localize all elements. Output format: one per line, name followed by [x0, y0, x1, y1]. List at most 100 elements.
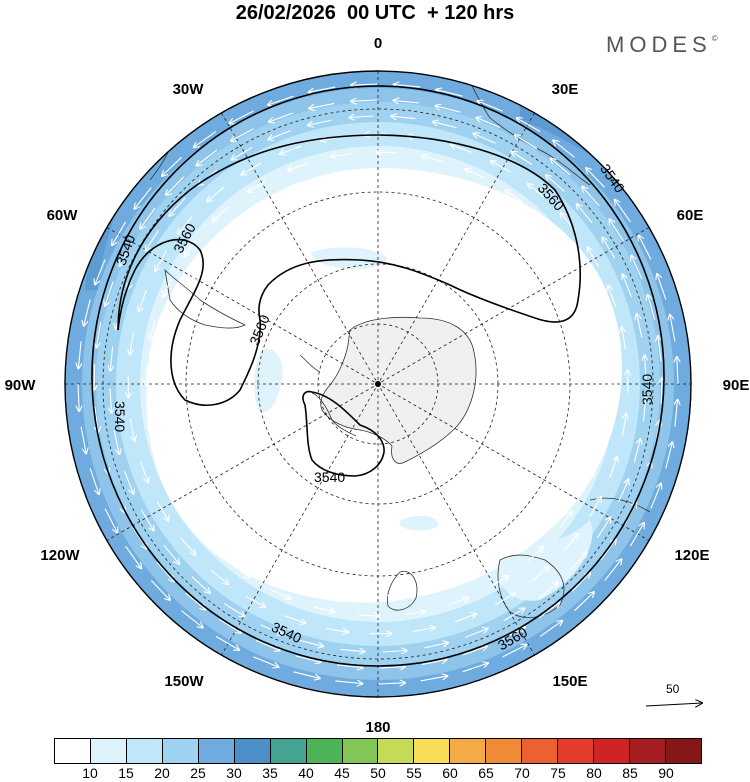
wind-vector-arrow	[502, 645, 527, 658]
wind-vector-arrow	[349, 116, 374, 118]
wind-vector-arrow	[269, 112, 294, 122]
legend-tick-label: 85	[622, 765, 638, 781]
wind-vector-arrow	[404, 611, 425, 614]
wind-vector-arrow	[268, 95, 294, 105]
wind-vector-arrow	[207, 186, 225, 202]
wind-vector-arrow	[675, 400, 678, 427]
contour-3560-upper	[117, 134, 581, 331]
legend-tick-label: 90	[658, 765, 674, 781]
wind-vector-arrow	[166, 176, 185, 195]
wind-vector-arrow	[422, 156, 443, 162]
wind-vector-arrow	[658, 336, 661, 362]
wind-vector-arrow	[146, 364, 147, 386]
legend-swatch	[450, 739, 487, 763]
wind-vector-arrow	[268, 130, 292, 140]
wind-vector-arrow	[181, 610, 203, 628]
wind-vector-arrow	[457, 187, 475, 196]
wind-vector-arrow	[433, 122, 457, 129]
contour-3560-west	[117, 238, 261, 406]
lon-label-90e: 90E	[723, 377, 750, 394]
wind-vector-arrow	[631, 256, 643, 280]
wind-vector-arrow	[583, 471, 593, 491]
legend-tick-label: 15	[118, 765, 134, 781]
legend-tick-label: 10	[82, 765, 98, 781]
wind-vector-arrow	[232, 146, 253, 159]
legend-swatch	[270, 739, 307, 763]
wind-vector-arrow	[608, 286, 617, 308]
contour-label: 3540	[314, 469, 345, 485]
wind-vector-arrow	[589, 497, 601, 517]
wind-vector-arrow	[162, 156, 182, 176]
wind-vector-arrow	[124, 470, 134, 493]
wind-vector-arrow	[648, 295, 656, 320]
wind-vector-arrow	[541, 219, 556, 235]
wind-vector-arrow	[351, 84, 379, 85]
wind-vector-arrow	[280, 145, 302, 154]
wind-vector-arrow	[609, 219, 624, 242]
contour-3540-inner	[302, 390, 385, 477]
legend-swatch	[630, 739, 666, 763]
wind-vector-arrow	[89, 468, 99, 495]
contour-label: 3540	[639, 374, 655, 405]
wind-vector-arrow	[80, 426, 86, 454]
legend-swatch	[414, 739, 451, 763]
legend-swatch	[522, 739, 559, 763]
wind-vector-arrow	[643, 397, 645, 422]
wind-vector-arrow	[539, 621, 562, 637]
wind-vector-arrow	[335, 681, 362, 684]
legend-tick-label: 45	[334, 765, 350, 781]
wind-vector-arrow	[239, 543, 254, 556]
wind-vector-arrow	[112, 221, 127, 245]
legend-swatch	[234, 739, 271, 763]
wind-vector-arrow	[95, 406, 98, 432]
wind-vector-arrow	[140, 207, 156, 229]
south-america	[164, 268, 246, 329]
wind-vector-arrow	[502, 627, 525, 640]
wind-vector-arrow	[204, 506, 217, 522]
wind-vector-arrow	[506, 190, 523, 203]
wind-vector-arrow	[577, 204, 593, 224]
wind-vector-arrow	[245, 595, 265, 607]
wind-vector-arrow	[135, 187, 152, 209]
wind-vector-arrow	[520, 528, 535, 542]
wind-vector-arrow	[84, 299, 91, 326]
wind-vector-arrow	[478, 561, 495, 571]
lon-label-0: 0	[374, 35, 382, 52]
wind-vector-arrow	[503, 608, 525, 622]
wind-vector-arrow	[476, 118, 501, 129]
wind-vector-arrow	[150, 319, 156, 340]
wind-vector-arrow	[586, 168, 606, 188]
wind-vector-arrow	[670, 315, 676, 342]
wind-vector-arrow	[645, 355, 647, 380]
wind-vector-arrow	[465, 169, 485, 179]
wind-vector-arrow	[592, 294, 600, 314]
wind-vector-arrow	[531, 567, 549, 582]
wind-vector-arrow	[609, 383, 610, 404]
wind-vector-arrow	[241, 162, 262, 174]
wind-vector-arrow	[110, 346, 112, 371]
wind-vector-arrow	[605, 337, 608, 358]
wind-vector-arrow	[174, 496, 186, 514]
wind-vector-arrow	[589, 388, 590, 407]
wind-vector-arrow	[563, 534, 578, 552]
wind-vector-arrow	[600, 428, 606, 449]
wind-vector-arrow	[248, 180, 266, 192]
wind-vector-arrow	[604, 559, 622, 581]
wind-vector-arrow	[657, 274, 667, 300]
lon-label-150w: 150W	[164, 673, 204, 690]
wind-vector-arrow	[380, 595, 400, 596]
wind-vector-arrow	[185, 592, 206, 609]
lon-label-150e: 150E	[552, 673, 587, 690]
wind-vector-arrow	[587, 247, 600, 268]
legend-tick-label: 55	[406, 765, 422, 781]
wind-vector-arrow	[94, 364, 95, 390]
wind-vector-arrow	[260, 624, 282, 635]
wind-vector-arrow	[639, 235, 652, 260]
color-legend	[54, 738, 702, 764]
wind-vector-arrow	[553, 141, 575, 158]
wind-vector-arrow	[424, 643, 448, 649]
wind-vector-arrow	[568, 289, 576, 307]
wind-vector-arrow	[421, 660, 447, 666]
wind-vector-arrow	[213, 206, 229, 221]
